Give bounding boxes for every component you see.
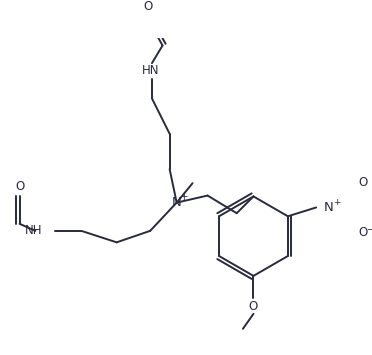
Text: +: + bbox=[333, 198, 340, 207]
Text: NH: NH bbox=[25, 224, 42, 237]
Text: O: O bbox=[358, 176, 368, 189]
Text: N: N bbox=[324, 201, 333, 214]
Text: O: O bbox=[249, 300, 258, 313]
Text: −: − bbox=[366, 225, 372, 235]
Text: O: O bbox=[358, 226, 368, 239]
Text: +: + bbox=[180, 192, 189, 202]
Text: O: O bbox=[144, 0, 153, 13]
Text: N: N bbox=[172, 196, 182, 209]
Text: HN: HN bbox=[141, 64, 159, 77]
Text: O: O bbox=[15, 180, 24, 193]
